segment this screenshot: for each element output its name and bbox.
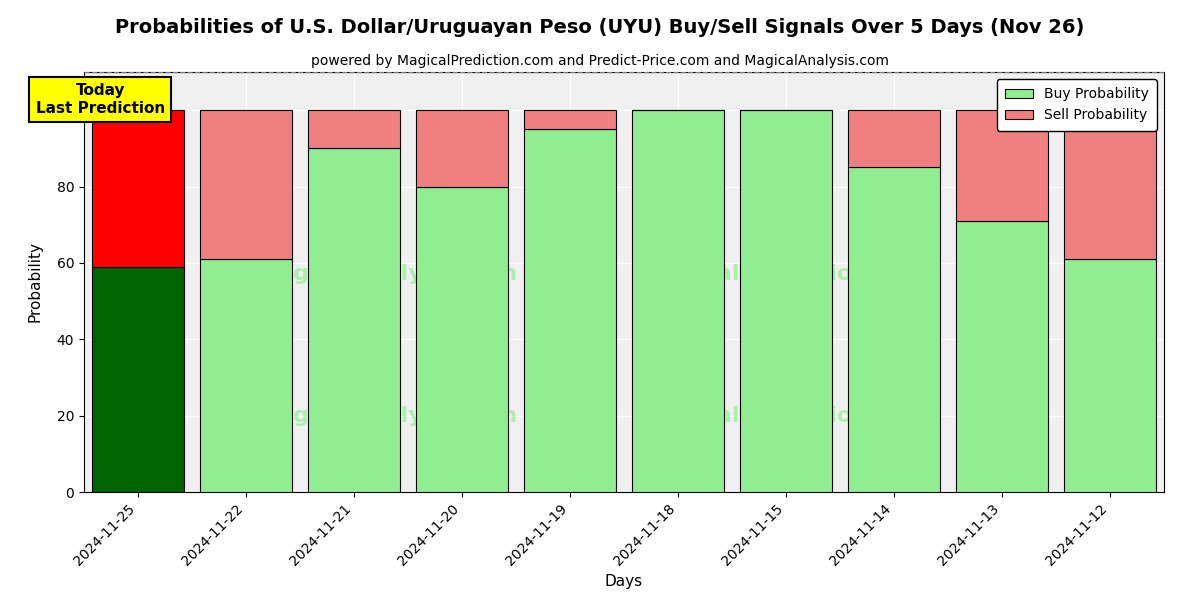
- Text: Today
Last Prediction: Today Last Prediction: [36, 83, 164, 116]
- Legend: Buy Probability, Sell Probability: Buy Probability, Sell Probability: [997, 79, 1157, 131]
- Bar: [524, 129, 616, 492]
- Bar: [92, 267, 184, 492]
- Bar: [740, 110, 832, 492]
- Bar: [1064, 110, 1156, 259]
- Text: powered by MagicalPrediction.com and Predict-Price.com and MagicalAnalysis.com: powered by MagicalPrediction.com and Pre…: [311, 54, 889, 68]
- Bar: [308, 148, 400, 492]
- Text: Probabilities of U.S. Dollar/Uruguayan Peso (UYU) Buy/Sell Signals Over 5 Days (: Probabilities of U.S. Dollar/Uruguayan P…: [115, 18, 1085, 37]
- Bar: [956, 110, 1048, 221]
- Y-axis label: Probability: Probability: [28, 241, 42, 323]
- Bar: [632, 110, 724, 492]
- Bar: [416, 187, 508, 492]
- X-axis label: Days: Days: [605, 574, 643, 589]
- Bar: [848, 167, 940, 492]
- Bar: [200, 259, 292, 492]
- Bar: [200, 110, 292, 259]
- Bar: [524, 110, 616, 129]
- Bar: [416, 110, 508, 187]
- Bar: [848, 110, 940, 167]
- Text: MagicalAnalysis.com: MagicalAnalysis.com: [256, 406, 517, 427]
- Text: MagicalPrediction.com: MagicalPrediction.com: [643, 263, 929, 284]
- Bar: [1064, 259, 1156, 492]
- Bar: [956, 221, 1048, 492]
- Bar: [308, 110, 400, 148]
- Text: MagicalPrediction.com: MagicalPrediction.com: [643, 406, 929, 427]
- Bar: [92, 110, 184, 267]
- Text: MagicalAnalysis.com: MagicalAnalysis.com: [256, 263, 517, 284]
